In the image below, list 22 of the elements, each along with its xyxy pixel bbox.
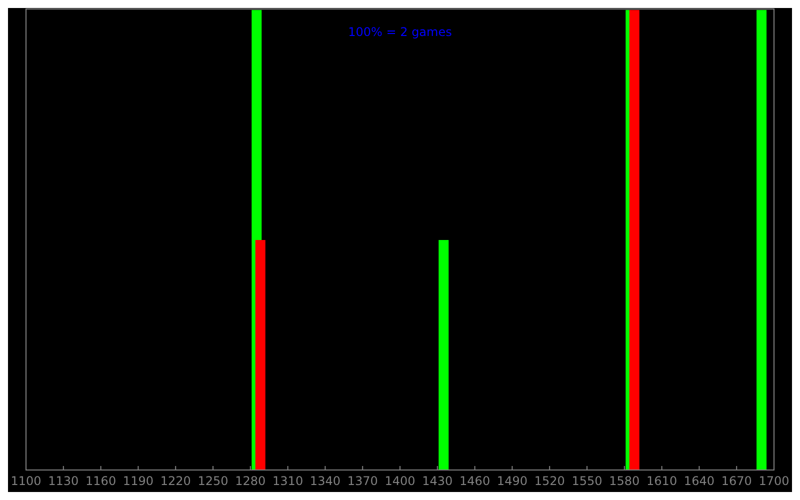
- x-tick-label: 1490: [496, 474, 528, 488]
- x-tick-label: 1670: [721, 474, 752, 488]
- x-tick-label: 1580: [609, 474, 640, 488]
- x-tick-label: 1520: [534, 474, 565, 488]
- annotation: 100% = 2 games: [348, 25, 452, 39]
- x-tick-label: 1550: [572, 474, 602, 488]
- x-tick-label: 1190: [122, 474, 154, 488]
- x-tick-label: 1370: [347, 474, 378, 488]
- x-tick-label: 1400: [384, 474, 416, 488]
- x-tick-label: 1460: [460, 474, 490, 488]
- x-tick-label: 1340: [310, 474, 340, 488]
- x-tick-label: 1220: [160, 474, 191, 488]
- x-tick-label: 1280: [235, 474, 266, 488]
- x-tick-label: 1250: [198, 474, 228, 488]
- x-tick-label: 1130: [48, 474, 79, 488]
- x-tick-label: 1610: [646, 474, 678, 488]
- x-tick-label: 1100: [10, 474, 42, 488]
- x-tick-label: 1430: [422, 474, 453, 488]
- x-tick-label: 1160: [86, 474, 116, 488]
- x-tick-label: 1310: [272, 474, 304, 488]
- x-tick-label: 1640: [684, 474, 714, 488]
- x-tick-label: 1700: [758, 474, 790, 488]
